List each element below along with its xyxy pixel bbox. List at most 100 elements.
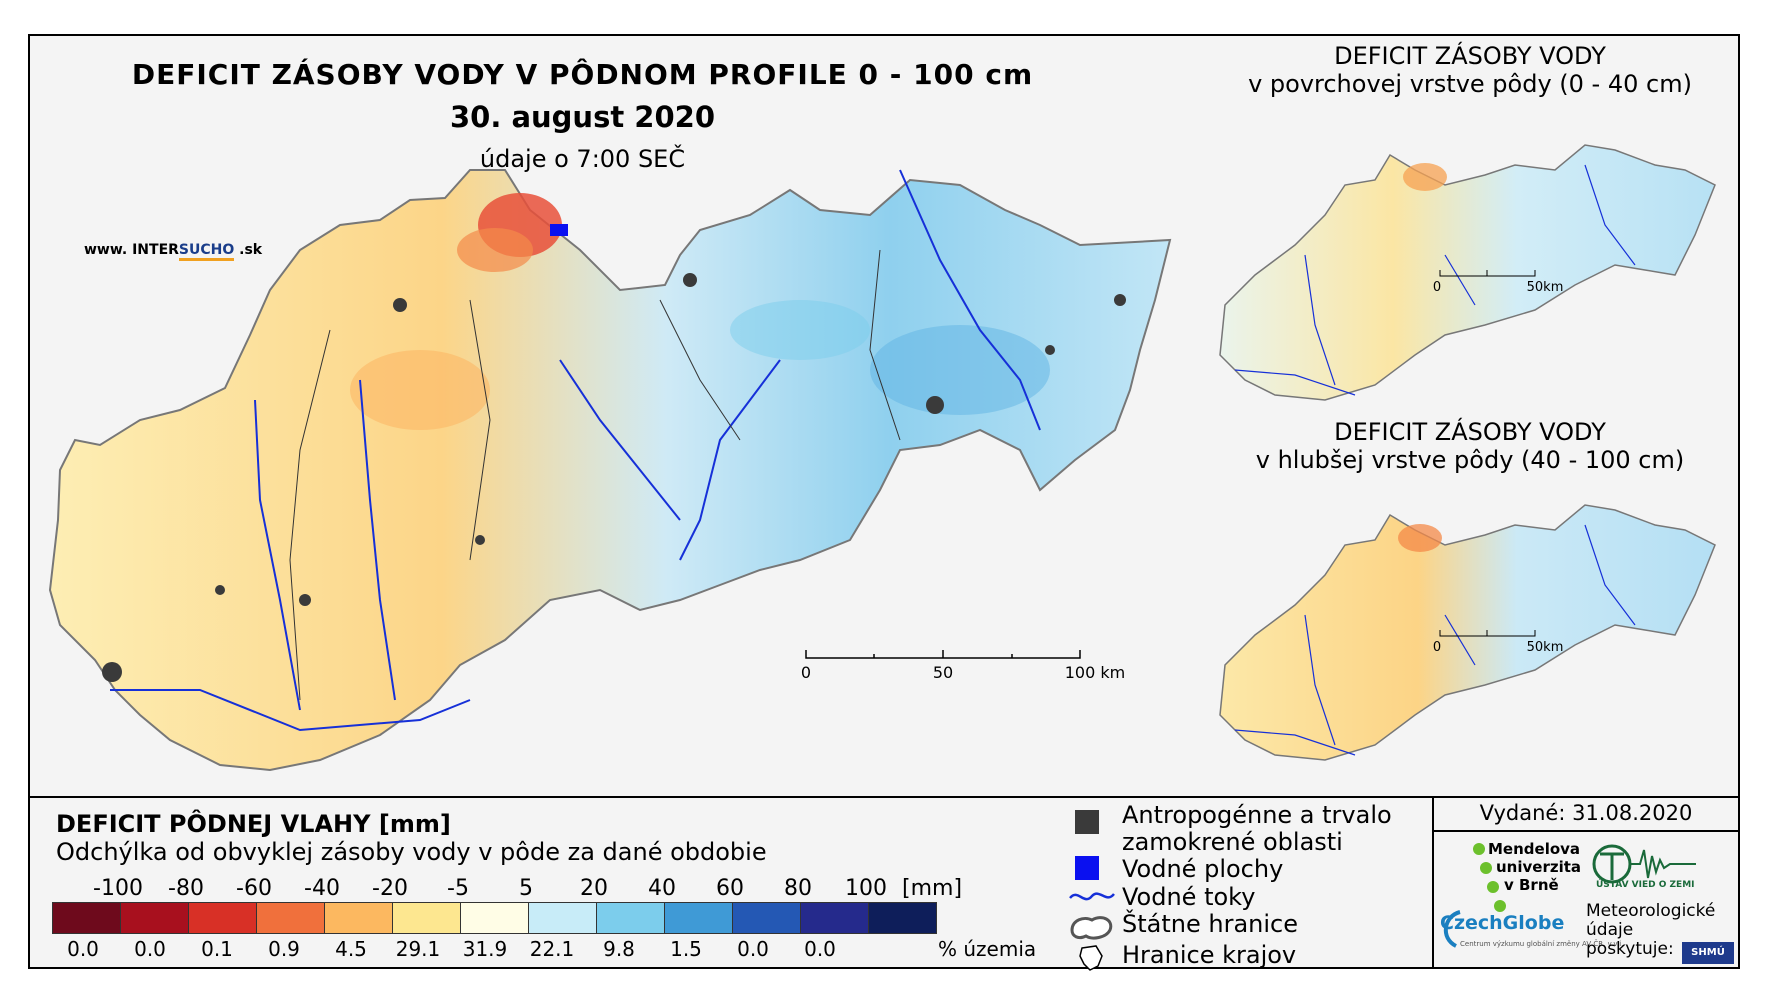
inset-top-scale-label: 0 xyxy=(1433,280,1441,295)
legend-tick: 80 xyxy=(784,876,812,901)
mendel-logo-dot xyxy=(1494,900,1506,912)
shmu-logo: SHMÚ xyxy=(1682,942,1734,964)
main-scale-bar xyxy=(805,650,1081,659)
legend-percentage: 0.0 xyxy=(134,937,166,961)
legend-swatch xyxy=(189,903,257,933)
legend-tick: -100 xyxy=(93,876,143,901)
legend-color-bar xyxy=(52,902,937,934)
meteo-line2: údaje xyxy=(1586,920,1634,940)
legend-percentage: 0.0 xyxy=(67,937,99,961)
main-scale-label: 50 xyxy=(933,663,953,682)
state-border-symbol xyxy=(1070,916,1113,940)
main-map-date: 30. august 2020 xyxy=(449,100,716,134)
legend-tick: -60 xyxy=(236,876,272,901)
inset-top-title-line1: DEFICIT ZÁSOBY VODY xyxy=(1334,42,1606,70)
legend-swatch xyxy=(53,903,121,933)
legend-swatch xyxy=(529,903,597,933)
legend-percentage: 29.1 xyxy=(395,937,441,961)
mendel-line2: univerzita xyxy=(1496,858,1582,876)
legend-tick: 40 xyxy=(648,876,676,901)
legend-percentage: 22.1 xyxy=(529,937,575,961)
legend-swatch xyxy=(597,903,665,933)
mendel-logo-dot xyxy=(1480,862,1492,874)
legend-swatch xyxy=(393,903,461,933)
inset-top-title: DEFICIT ZÁSOBY VODY v povrchovej vrstve … xyxy=(1225,42,1715,98)
legend-swatch xyxy=(325,903,393,933)
legend-tick: 100 xyxy=(845,876,887,901)
inset-top-map: 0 50km xyxy=(1219,144,1716,401)
intersucho-website[interactable]: www. INTERSUCHO .sk xyxy=(84,242,263,261)
legend-percentage: 31.9 xyxy=(462,937,508,961)
inset-bottom-title-line1: DEFICIT ZÁSOBY VODY xyxy=(1334,418,1606,446)
legend-tick: -40 xyxy=(304,876,340,901)
water-body-swatch xyxy=(1075,856,1099,880)
mendel-university-logo: Mendelova univerzita v Brně xyxy=(1488,840,1581,894)
river-network xyxy=(110,169,1041,732)
ustav-vied-o-zemi-logo-icon xyxy=(1592,844,1696,884)
surplus-area xyxy=(870,325,1050,415)
legend-tick: -80 xyxy=(168,876,204,901)
legend-percent-label: % územia xyxy=(938,937,1037,961)
legend-rivers: Vodné toky xyxy=(1122,883,1256,911)
legend-tick: -5 xyxy=(447,876,469,901)
legend-swatch xyxy=(461,903,529,933)
surplus-area xyxy=(730,300,870,360)
legend-percentage: 0.0 xyxy=(737,937,769,961)
legend-swatch xyxy=(665,903,733,933)
river-symbol xyxy=(1069,892,1115,901)
legend-percentage: 4.5 xyxy=(335,937,367,961)
legend-percentage: 0.9 xyxy=(268,937,300,961)
legend-swatch xyxy=(801,903,869,933)
legend-percentage: 0.1 xyxy=(201,937,233,961)
legend-subtitle: Odchýlka od obvyklej zásoby vody v pôde … xyxy=(56,838,767,866)
legend-regional-border: Hranice krajov xyxy=(1122,941,1297,969)
legend-tick: 5 xyxy=(519,876,533,901)
legend-panel xyxy=(28,796,1740,969)
legend-anthropogenic-line1: Antropogénne a trvalo xyxy=(1122,801,1392,829)
legend-percentage: 9.8 xyxy=(603,937,635,961)
main-scale-label: 0 xyxy=(801,663,811,682)
line-symbols xyxy=(1069,892,1115,971)
inset-bottom-title: DEFICIT ZÁSOBY VODY v hlubšej vrstve pôd… xyxy=(1225,418,1715,474)
anthropogenic-area-swatch xyxy=(1075,810,1099,834)
legend-tick: -20 xyxy=(372,876,408,901)
regional-borders xyxy=(289,249,901,701)
inset-bottom-map: 0 50km xyxy=(1219,504,1716,761)
legend-water-bodies: Vodné plochy xyxy=(1122,855,1284,883)
deficit-hotspot xyxy=(457,228,533,272)
water-body-icon xyxy=(550,224,568,236)
legend-tick: 60 xyxy=(716,876,744,901)
mendel-line3: v Brně xyxy=(1504,876,1559,894)
inset-bottom-scale-label: 0 xyxy=(1433,640,1441,655)
legend-anthropogenic-line2: zamokrené oblasti xyxy=(1122,828,1343,856)
legend-percentage: 0.0 xyxy=(804,937,836,961)
ustav-vied-o-zemi-text: ÚSTAV VIED O ZEMI xyxy=(1596,880,1695,890)
site-suffix: .sk xyxy=(234,242,263,258)
legend-state-border: Štátne hranice xyxy=(1122,910,1298,938)
meteo-line1: Meteorologické xyxy=(1586,901,1716,921)
legend-percentage: 1.5 xyxy=(670,937,702,961)
meteo-data-provider: Meteorologické údaje poskytuje: xyxy=(1586,902,1715,959)
site-prefix: www. INTER xyxy=(84,242,179,258)
deficit-area xyxy=(350,350,490,430)
main-map-time-note: údaje o 7:00 SEČ xyxy=(479,145,686,173)
legend-divider xyxy=(1432,796,1434,969)
czechglobe-swoosh-icon xyxy=(1444,910,1461,948)
site-highlight: SUCHO xyxy=(178,242,235,261)
mendel-logo-dot xyxy=(1487,881,1499,893)
urban-areas xyxy=(102,273,1126,682)
legend-swatch xyxy=(733,903,801,933)
inset-bottom-scale-label: 50km xyxy=(1527,640,1564,655)
mendel-logo-dot xyxy=(1473,843,1485,855)
main-scale-label: 100 km xyxy=(1065,663,1125,682)
inset-top-scale-label: 50km xyxy=(1527,280,1564,295)
legend-swatch xyxy=(257,903,325,933)
czechglobe-subtitle: Centrum výzkumu globální změny AV ČR, v.… xyxy=(1460,940,1624,948)
regional-border-symbol xyxy=(1079,945,1103,971)
legend-swatch xyxy=(121,903,189,933)
inset-top-title-line2: v povrchovej vrstve pôdy (0 - 40 cm) xyxy=(1248,70,1692,98)
czechglobe-logo: CzechGlobe xyxy=(1440,912,1565,934)
legend-title: DEFICIT PÔDNEJ VLAHY [mm] xyxy=(56,810,451,838)
legend-swatch xyxy=(869,903,936,933)
